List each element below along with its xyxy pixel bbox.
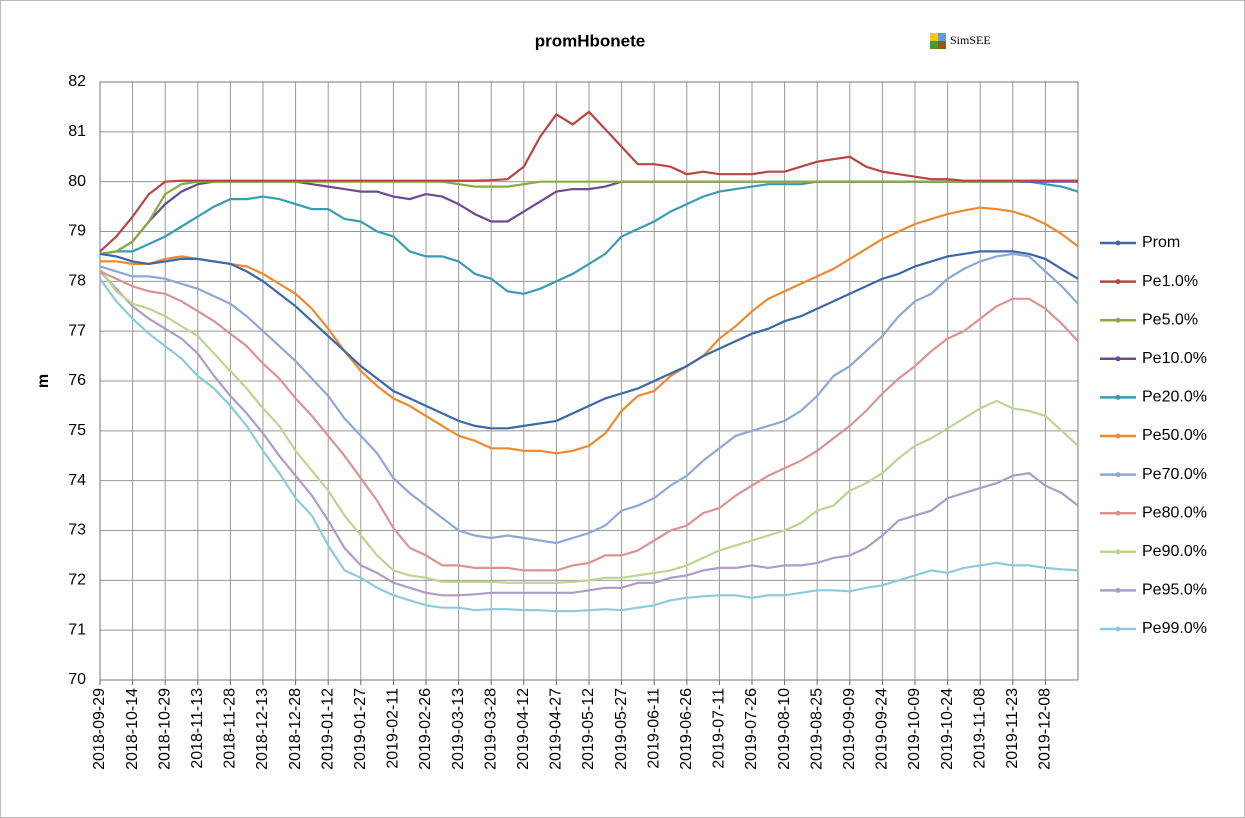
y-tick-label: 78 [68, 273, 86, 290]
legend-label: Pe90.0% [1142, 543, 1207, 560]
x-tick-label: 2018-10-14 [124, 688, 141, 770]
x-tick-label: 2019-10-24 [939, 688, 956, 770]
x-tick-label: 2019-09-09 [841, 688, 858, 770]
legend-label: Pe20.0% [1142, 389, 1207, 406]
x-tick-label: 2019-07-11 [711, 688, 728, 769]
x-tick-label: 2019-04-12 [515, 688, 532, 770]
series-line [99, 268, 1079, 584]
legend-marker [1115, 356, 1121, 362]
x-tick-label: 2019-05-27 [613, 688, 630, 770]
x-tick-label: 2019-04-27 [548, 688, 565, 770]
legend-marker [1115, 240, 1121, 246]
x-tick-label: 2019-12-08 [1037, 688, 1054, 770]
series-line [100, 206, 1079, 455]
legend-label: Prom [1142, 234, 1180, 251]
legend-label: Pe95.0% [1142, 582, 1207, 599]
legend-label: Pe80.0% [1142, 504, 1207, 521]
legend-label: Pe10.0% [1142, 350, 1207, 367]
chart-title: promHbonete [535, 31, 646, 50]
x-tick-label: 2019-05-12 [580, 688, 597, 770]
x-tick-label: 2019-11-23 [1004, 688, 1021, 769]
y-tick-label: 70 [68, 671, 86, 688]
y-tick-label: 71 [68, 621, 86, 638]
x-tick-label: 2018-11-28 [222, 688, 239, 769]
y-tick-label: 74 [68, 472, 86, 489]
series-line [99, 252, 1079, 545]
series-line [99, 278, 1079, 613]
y-tick-label: 76 [68, 372, 86, 389]
y-axis-label: m [35, 374, 52, 388]
legend-marker [1115, 279, 1121, 285]
x-tick-label: 2019-08-25 [808, 688, 825, 770]
x-tick-label: 2019-09-24 [874, 688, 891, 770]
series-line [99, 270, 1079, 572]
y-tick-label: 80 [68, 173, 86, 190]
x-tick-label: 2018-10-29 [156, 688, 173, 770]
legend-label: Pe70.0% [1142, 466, 1207, 483]
legend-marker [1115, 433, 1121, 439]
y-tick-label: 73 [68, 522, 86, 539]
x-tick-label: 2019-06-11 [645, 688, 662, 769]
x-tick-label: 2018-12-13 [254, 688, 271, 770]
x-tick-label: 2019-03-13 [450, 688, 467, 770]
logo-text: SimSEE [950, 33, 991, 47]
series-line [99, 250, 1079, 430]
x-tick-label: 2018-12-28 [287, 688, 304, 770]
legend-marker [1115, 394, 1121, 400]
x-tick-label: 2019-11-08 [971, 688, 988, 769]
x-tick-label: 2019-01-12 [319, 688, 336, 770]
legend-label: Pe50.0% [1142, 427, 1207, 444]
y-tick-label: 75 [68, 422, 86, 439]
legend-marker [1115, 472, 1121, 478]
x-tick-label: 2019-08-10 [776, 688, 793, 770]
y-tick-label: 79 [68, 223, 86, 240]
x-tick-label: 2019-10-09 [906, 688, 923, 770]
legend-label: Pe1.0% [1142, 273, 1198, 290]
logo-icon [930, 33, 946, 49]
x-tick-label: 2018-09-29 [91, 688, 108, 770]
series-line [99, 270, 1079, 597]
series-line [99, 110, 1078, 253]
plot-area [99, 81, 1079, 681]
x-tick-label: 2019-07-26 [743, 688, 760, 770]
legend-marker [1115, 587, 1121, 593]
y-tick-label: 77 [68, 322, 86, 339]
y-tick-label: 82 [68, 73, 86, 90]
legend-label: Pe99.0% [1142, 620, 1207, 637]
x-tick-label: 2019-02-11 [385, 688, 402, 769]
x-tick-label: 2019-06-26 [678, 688, 695, 770]
x-tick-label: 2019-02-26 [417, 688, 434, 770]
x-tick-label: 2018-11-13 [189, 688, 206, 769]
x-tick-label: 2019-03-28 [482, 688, 499, 770]
x-tick-label: 2019-01-27 [352, 688, 369, 770]
legend-marker [1115, 626, 1121, 632]
legend-marker [1115, 510, 1121, 516]
legend-label: Pe5.0% [1142, 311, 1198, 328]
legend-marker [1115, 549, 1121, 555]
y-tick-label: 72 [68, 572, 86, 589]
y-tick-label: 81 [68, 123, 86, 140]
legend-marker [1115, 317, 1121, 323]
